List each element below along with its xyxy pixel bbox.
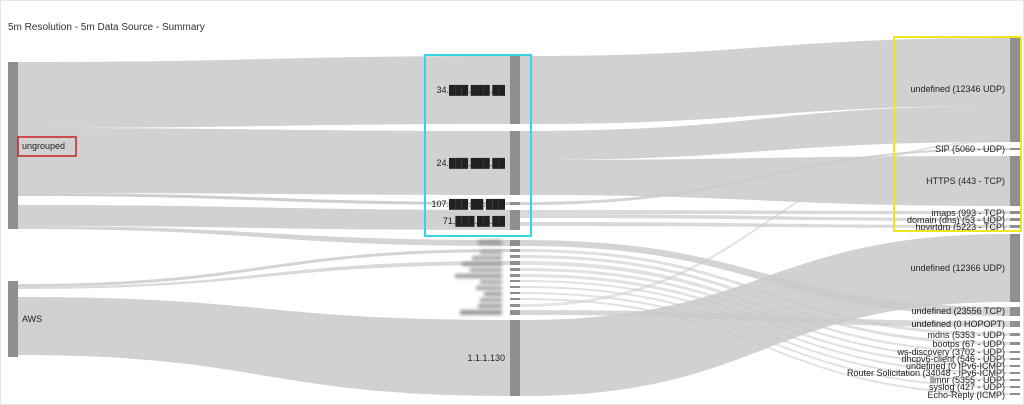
label-middle-24: 24.███.███.██ bbox=[436, 157, 505, 169]
sankey-link[interactable] bbox=[520, 106, 1010, 160]
highlight-box-middle bbox=[424, 54, 532, 237]
node-middle-small-8[interactable] bbox=[510, 286, 520, 288]
sankey-link[interactable] bbox=[520, 38, 1010, 124]
label-target-mdns: mdns (5353 - UDP) bbox=[927, 330, 1005, 340]
node-target-hpvirtgrp[interactable] bbox=[1010, 225, 1020, 228]
label-target-https: HTTPS (443 - TCP) bbox=[926, 176, 1005, 186]
label-target-tcp-23556: undefined (23556 TCP) bbox=[912, 306, 1005, 316]
label-target-udp-12346: undefined (12346 UDP) bbox=[910, 84, 1005, 94]
sankey-link[interactable] bbox=[520, 156, 1010, 206]
node-middle-small-2[interactable] bbox=[510, 249, 520, 252]
highlight-box-target bbox=[893, 36, 1022, 232]
highlight-box-source bbox=[17, 136, 77, 157]
label-target-hpvirtgrp: hpvirtgrp (5223 - TCP) bbox=[916, 222, 1005, 232]
node-target-llmnr[interactable] bbox=[1010, 379, 1020, 381]
label-target-ipv6-icmp: undefined (0 IPv6-ICMP) bbox=[906, 361, 1005, 371]
sankey-link[interactable] bbox=[520, 261, 1010, 353]
node-target-echo-reply[interactable] bbox=[1010, 393, 1020, 395]
label-target-echo-reply: Echo-Reply (ICMP) bbox=[927, 390, 1005, 400]
node-target-bootps[interactable] bbox=[1010, 342, 1020, 345]
sankey-link[interactable] bbox=[520, 268, 1010, 360]
node-target-udp-12346[interactable] bbox=[1010, 38, 1020, 142]
label-target-imaps: imaps (993 - TCP) bbox=[932, 208, 1005, 218]
sankey-link[interactable] bbox=[520, 222, 1010, 228]
label-target-ws-discovery: ws-discovery (3702 - UDP) bbox=[896, 347, 1005, 357]
label-target-sip: SIP (5060 - UDP) bbox=[935, 144, 1005, 154]
node-middle-small-7[interactable] bbox=[510, 280, 520, 282]
label-target-domain: domain (dns) (53 - UDP) bbox=[907, 215, 1005, 225]
node-target-mdns[interactable] bbox=[1010, 333, 1020, 336]
sankey-link[interactable] bbox=[520, 292, 1010, 388]
node-target-router-solicitation[interactable] bbox=[1010, 372, 1020, 374]
node-aws[interactable] bbox=[8, 281, 18, 357]
sankey-link[interactable] bbox=[18, 205, 510, 230]
node-target-sip[interactable] bbox=[1010, 148, 1020, 150]
node-middle-71[interactable] bbox=[510, 210, 520, 230]
label-target-router-solicitation: Router Solicitation (34048 - IPv6-ICMP) bbox=[847, 368, 1005, 378]
node-middle-small-12[interactable] bbox=[510, 310, 520, 315]
node-middle-small-11[interactable] bbox=[510, 304, 520, 307]
label-target-syslog: syslog (427 - UDP) bbox=[929, 382, 1005, 392]
sankey-nodes bbox=[8, 38, 1020, 396]
label-target-dhcpv6: dhcpv6-client (546 - UDP) bbox=[901, 354, 1005, 364]
obscured-middle-labels bbox=[455, 240, 502, 315]
label-source-ungrouped: ungrouped bbox=[22, 141, 65, 151]
label-target-llmnr: llmnr (5355 - UDP) bbox=[930, 375, 1005, 385]
node-ungrouped[interactable] bbox=[8, 62, 18, 229]
sankey-link[interactable] bbox=[520, 240, 1010, 316]
sankey-link[interactable] bbox=[520, 274, 1010, 367]
node-middle-107[interactable] bbox=[510, 202, 520, 205]
sankey-link[interactable] bbox=[520, 280, 1010, 374]
node-middle-1-1-1-130[interactable] bbox=[510, 320, 520, 396]
sankey-link[interactable] bbox=[18, 297, 510, 396]
node-target-dhcpv6[interactable] bbox=[1010, 358, 1020, 360]
node-target-domain[interactable] bbox=[1010, 218, 1020, 221]
sankey-link[interactable] bbox=[520, 140, 1010, 307]
label-target-udp-12366: undefined (12366 UDP) bbox=[910, 263, 1005, 273]
sankey-link[interactable] bbox=[18, 226, 510, 246]
node-target-ws-discovery[interactable] bbox=[1010, 351, 1020, 353]
node-middle-small-1[interactable] bbox=[510, 240, 520, 246]
node-target-imaps[interactable] bbox=[1010, 211, 1020, 214]
node-middle-24[interactable] bbox=[510, 131, 520, 195]
sankey-link[interactable] bbox=[18, 249, 510, 287]
node-middle-34[interactable] bbox=[510, 56, 520, 124]
node-middle-small-6[interactable] bbox=[510, 274, 520, 277]
panel-title: 5m Resolution - 5m Data Source - Summary bbox=[8, 22, 205, 33]
node-middle-small-9[interactable] bbox=[510, 292, 520, 294]
node-target-tcp-23556[interactable] bbox=[1010, 307, 1020, 316]
sankey-link[interactable] bbox=[18, 193, 510, 205]
sankey-link[interactable] bbox=[18, 128, 510, 195]
node-target-ipv6-icmp[interactable] bbox=[1010, 365, 1020, 367]
node-target-udp-12366[interactable] bbox=[1010, 234, 1020, 302]
sankey-link[interactable] bbox=[520, 286, 1010, 381]
node-middle-small-5[interactable] bbox=[510, 268, 520, 271]
sankey-link[interactable] bbox=[520, 214, 1010, 221]
node-middle-small-4[interactable] bbox=[510, 261, 520, 265]
node-target-hopopt[interactable] bbox=[1010, 321, 1020, 327]
sankey-link[interactable] bbox=[520, 148, 1010, 205]
sankey-link[interactable] bbox=[520, 210, 1010, 214]
label-middle-107: 107.███.██.███ bbox=[431, 198, 505, 210]
node-target-https[interactable] bbox=[1010, 156, 1020, 206]
label-target-bootps: bootps (67 - UDP) bbox=[932, 339, 1005, 349]
sankey-links bbox=[18, 38, 1010, 396]
node-target-syslog[interactable] bbox=[1010, 386, 1020, 388]
sankey-link[interactable] bbox=[18, 56, 510, 128]
node-middle-small-3[interactable] bbox=[510, 255, 520, 258]
label-middle-34: 34.███.███.██ bbox=[436, 84, 505, 96]
label-source-aws: AWS bbox=[22, 314, 42, 324]
sankey-link[interactable] bbox=[520, 255, 1010, 345]
sankey-link[interactable] bbox=[520, 249, 1010, 336]
node-middle-small-10[interactable] bbox=[510, 298, 520, 300]
sankey-link[interactable] bbox=[520, 310, 1010, 327]
label-target-hopopt: undefined (0 HOPOPT) bbox=[911, 319, 1005, 329]
label-middle-71: 71.███.██.██ bbox=[443, 215, 506, 227]
label-middle-1-1-1-130: 1.1.1.130 bbox=[467, 353, 505, 363]
sankey-link[interactable] bbox=[18, 261, 510, 289]
sankey-labels: ungrouped AWS 34.███.███.██ 24.███.███.█… bbox=[22, 84, 1005, 400]
sankey-link[interactable] bbox=[520, 298, 1010, 395]
